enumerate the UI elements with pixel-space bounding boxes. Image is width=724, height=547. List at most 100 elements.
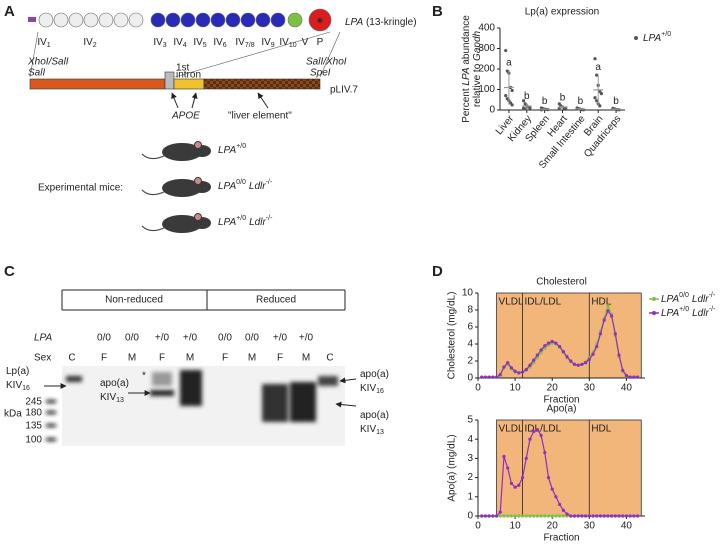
data-point: [561, 508, 565, 512]
mouse-label-part: LPA: [218, 145, 236, 156]
ladder: [46, 411, 56, 414]
mouse-label: LPA+/0: [218, 143, 246, 155]
band-label-part: 16: [22, 385, 30, 392]
kringle-label-part: P: [317, 37, 324, 48]
data-point: [587, 357, 591, 361]
ladder: [46, 400, 56, 403]
kringle-label-part: IV: [153, 37, 163, 48]
data-point: [532, 358, 536, 362]
kringle-label: IV9: [261, 37, 274, 50]
y-tick-label: 4: [467, 434, 473, 445]
band: [262, 384, 288, 422]
y-axis-label: Cholesterol (mg/dL): [447, 292, 458, 380]
kringle-label: IV1: [37, 37, 50, 50]
mouse-label: LPA+/0 Ldlr-/-: [218, 215, 273, 227]
panel-letter: C: [4, 263, 15, 280]
data-point: [539, 514, 543, 518]
genotype-label: 0/0: [245, 333, 259, 344]
data-point: [617, 514, 621, 518]
kringle-label: IV5: [193, 37, 206, 50]
sex-label: F: [101, 353, 107, 364]
data-point: [483, 375, 488, 379]
data-point: [606, 514, 610, 518]
kringle-label-part: 7/8: [245, 42, 255, 49]
site-label: SalI: [28, 68, 45, 79]
kringle: [225, 12, 241, 28]
ladder: [46, 438, 56, 441]
gene-title-part: LPA: [345, 17, 363, 28]
genotype-label: +/0: [183, 333, 198, 344]
kringle-label-part: IV: [83, 37, 93, 48]
unit-label: kDa: [4, 409, 22, 420]
data-point: [595, 99, 599, 103]
legend-label-part: +/0: [661, 31, 671, 38]
kringle-label: IV3: [153, 37, 166, 50]
data-point: [539, 348, 543, 352]
y-axis-label-part: LPA: [461, 67, 472, 85]
data-point: [502, 514, 506, 518]
chart-title: Apo(a): [546, 404, 576, 415]
legend-swatch: [652, 297, 656, 301]
kringle-label-part: IV: [173, 37, 183, 48]
data-point: [591, 352, 595, 356]
data-point: [528, 514, 532, 518]
sex-label: M: [302, 353, 310, 364]
band-label: KIV16: [360, 383, 384, 396]
significance-letter: b: [524, 91, 530, 102]
data-point: [513, 485, 517, 489]
band: [318, 376, 338, 386]
data-point: [543, 451, 547, 455]
zoom-line: [319, 31, 341, 78]
data-point: [517, 483, 521, 487]
kringle-label-part: 4: [183, 42, 187, 49]
data-point: [584, 361, 588, 365]
data-point: [635, 514, 640, 518]
sex-label: M: [128, 353, 136, 364]
data-point: [606, 304, 610, 308]
mouse-label-part: LPA: [218, 181, 236, 192]
legend-label-part: LPA: [661, 308, 679, 319]
significance-letter: b: [578, 96, 584, 107]
data-point: [584, 514, 588, 518]
data-point: [576, 514, 580, 518]
data-point: [521, 99, 526, 103]
blot-bands: [46, 370, 338, 441]
band-label: apo(a): [360, 410, 389, 421]
data-point: [491, 375, 495, 379]
band-label-part: apo(a): [360, 410, 389, 421]
band-label-part: 13: [116, 397, 124, 404]
data-point: [595, 73, 599, 77]
band-label-part: Lp(a): [6, 366, 29, 377]
data-point: [572, 362, 577, 366]
data-point: [498, 373, 502, 377]
y-tick-label: 0: [467, 373, 473, 384]
apoe-promoter: [29, 78, 166, 90]
data-point: [580, 362, 584, 366]
kringle-label: P: [317, 37, 324, 48]
band-label: KIV13: [100, 392, 124, 405]
group-label: Reduced: [256, 295, 296, 306]
data-point: [617, 353, 621, 357]
sex-label: C: [326, 353, 333, 364]
data-point: [494, 375, 499, 379]
arrow: [335, 401, 357, 408]
arrow: [339, 377, 357, 384]
mouse-label-part: LPA: [218, 217, 236, 228]
y-tick-label: 6: [467, 322, 473, 333]
data-point: [554, 495, 558, 499]
region-label: HDL: [591, 424, 611, 435]
sex-label: F: [222, 353, 228, 364]
band: [180, 370, 202, 406]
mouse-label-part: -/-: [266, 179, 273, 186]
kringle-label-part: IV: [235, 37, 245, 48]
zoom-line: [174, 31, 331, 78]
band-label-part: 16: [376, 388, 384, 395]
data-point: [593, 57, 597, 61]
marker-label: 135: [25, 421, 42, 432]
data-point: [535, 514, 539, 518]
kringle-label: IV10: [279, 37, 296, 50]
data-point: [610, 314, 614, 318]
protease-domain: [308, 8, 332, 32]
data-point: [502, 454, 506, 459]
band: [290, 382, 316, 422]
